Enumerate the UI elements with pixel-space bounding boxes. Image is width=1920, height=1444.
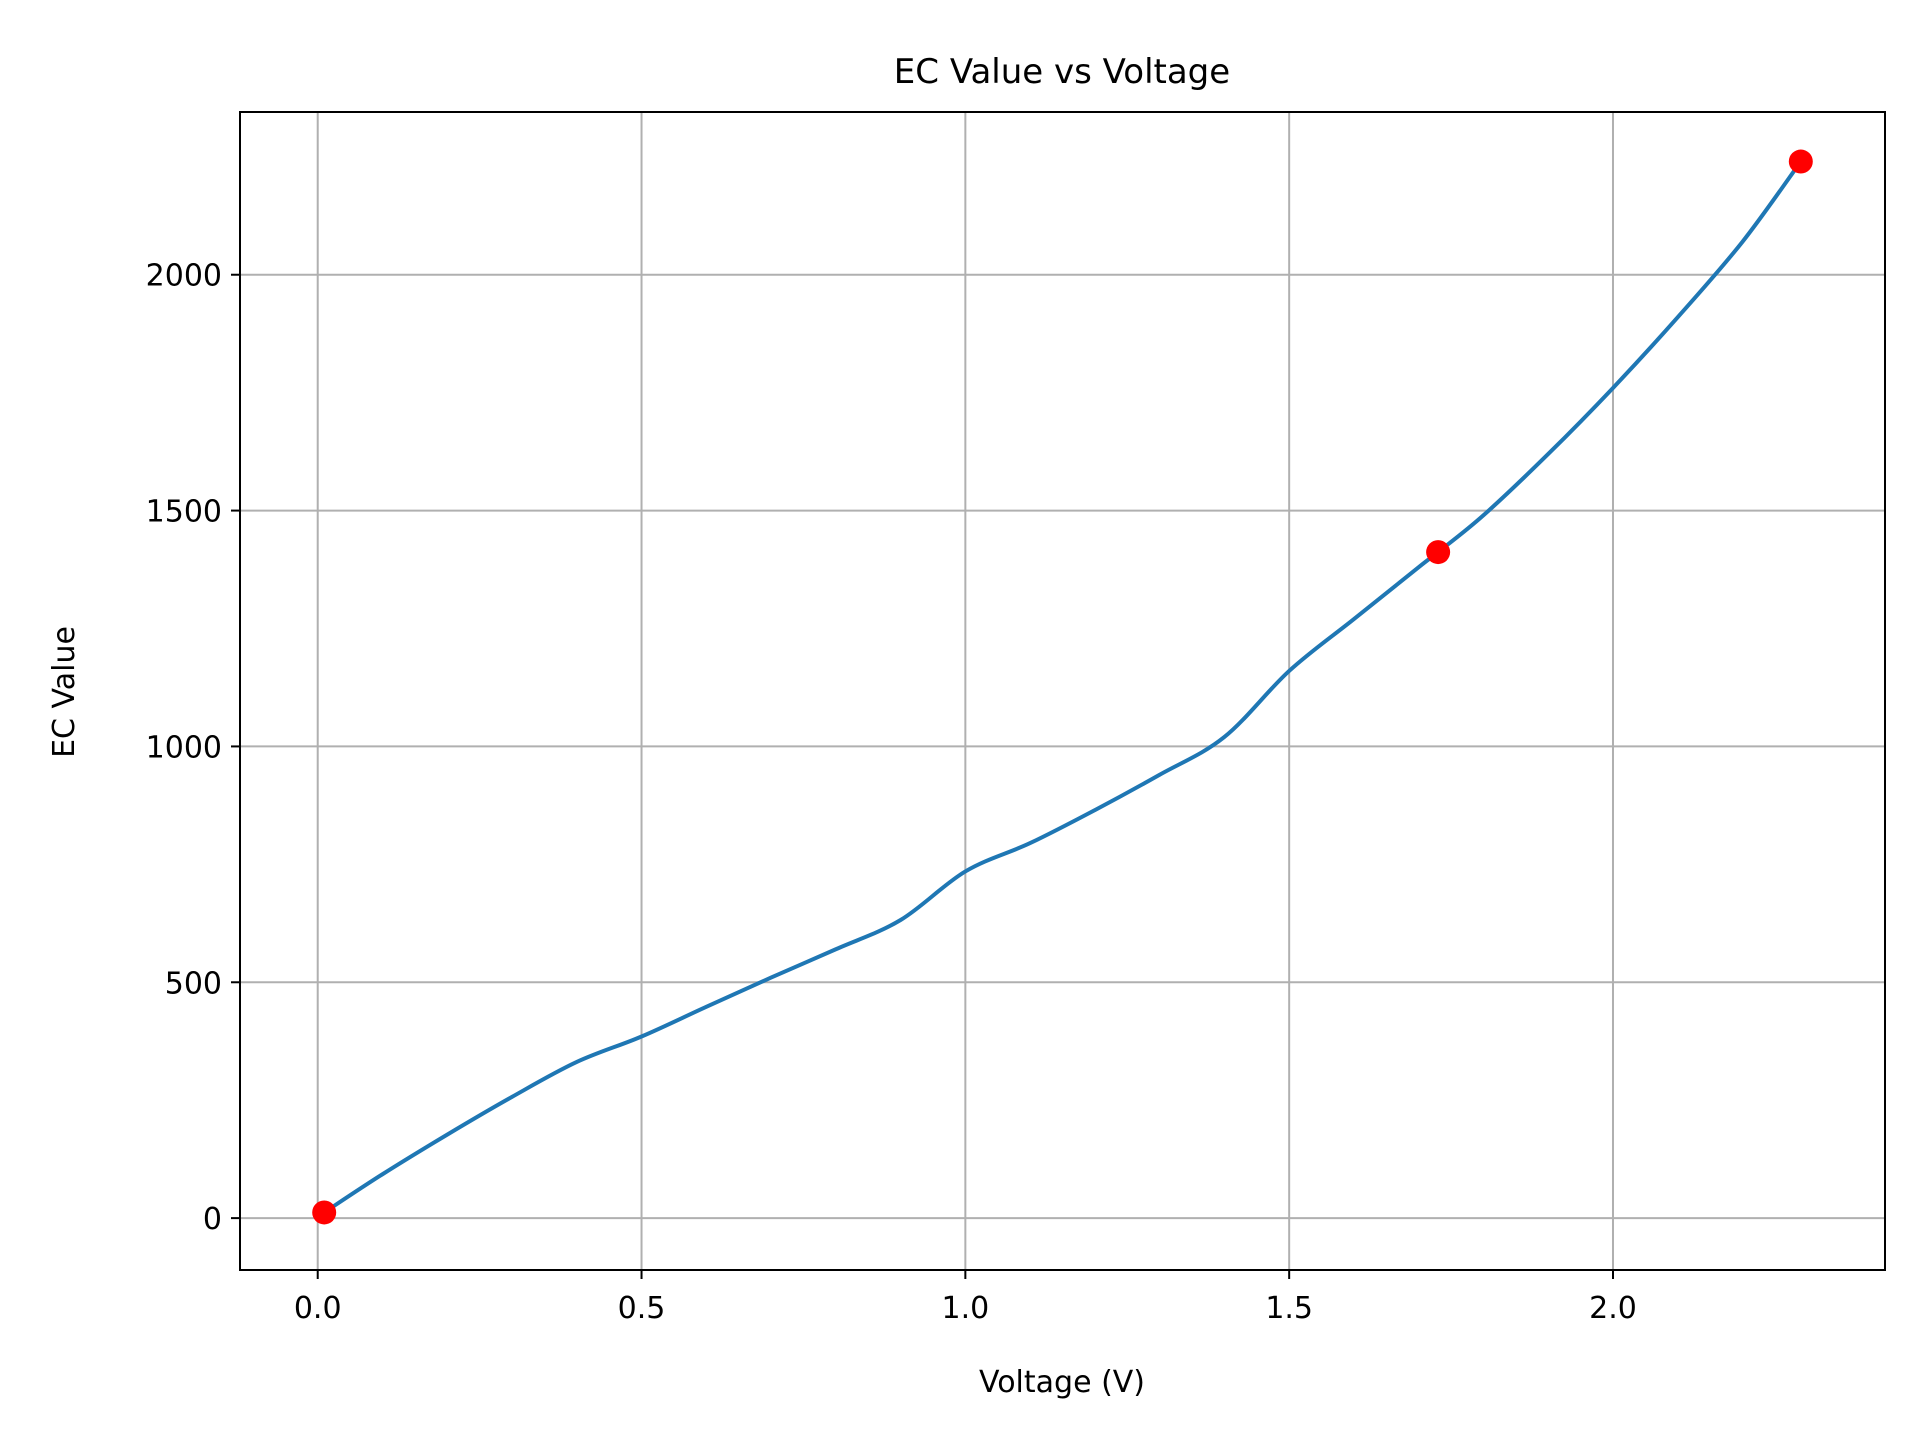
x-tick-label: 1.0 — [941, 1291, 989, 1326]
plot-area-frame — [239, 111, 1886, 1271]
data-point-marker — [312, 1200, 337, 1225]
y-tick-label: 1000 — [146, 730, 222, 765]
y-tick-label: 2000 — [146, 259, 222, 294]
series — [312, 149, 1813, 1225]
grid — [240, 112, 1885, 1270]
chart-title: EC Value vs Voltage — [894, 52, 1230, 92]
x-tick-label: 1.5 — [1265, 1291, 1313, 1326]
series-line-fitted-curve — [322, 159, 1803, 1215]
x-tick-label: 0.0 — [294, 1291, 342, 1326]
y-tick-label: 0 — [203, 1202, 222, 1237]
ticks: 0.0 0.5 1.0 1.5 2.0 0 500 1000 1500 2000 — [146, 259, 1637, 1326]
y-axis-label: EC Value — [47, 626, 82, 758]
x-axis-label: Voltage (V) — [979, 1365, 1145, 1400]
y-tick-label: 500 — [165, 966, 222, 1001]
x-tick-label: 0.5 — [618, 1291, 666, 1326]
x-tick-label: 2.0 — [1589, 1291, 1637, 1326]
data-point-marker — [1788, 149, 1813, 174]
y-tick-label: 1500 — [146, 495, 222, 530]
data-point-marker — [1426, 540, 1451, 565]
